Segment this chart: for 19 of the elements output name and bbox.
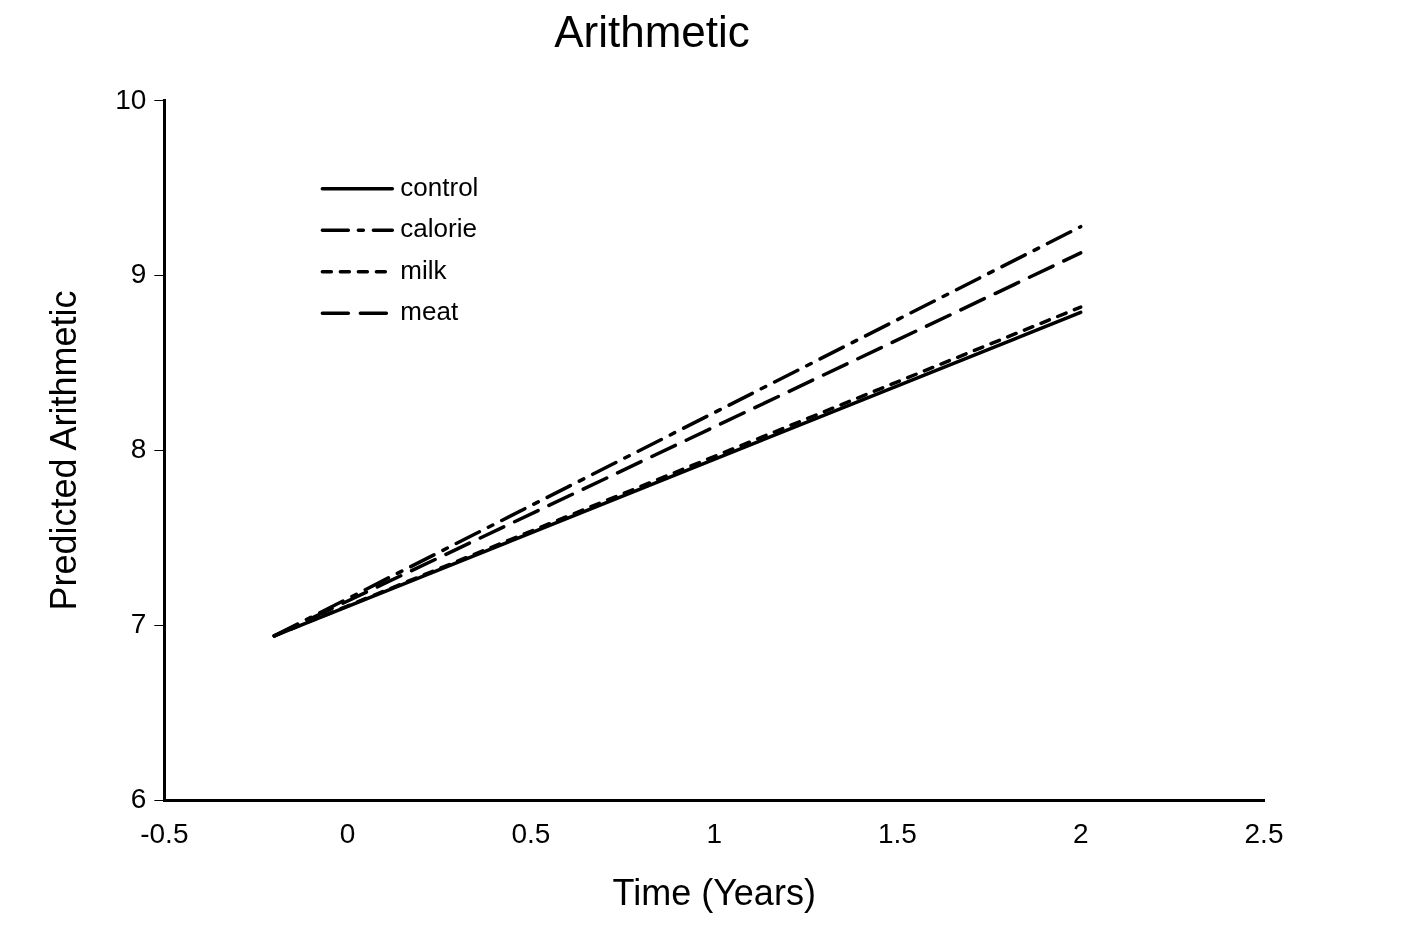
- y-tick-label: 10: [115, 83, 147, 115]
- x-tick-label: 2: [1072, 817, 1089, 849]
- chart-title: Arithmetic: [554, 6, 750, 56]
- x-tick-label: -0.5: [140, 817, 189, 849]
- legend-label: control: [400, 171, 479, 202]
- x-tick-label: 0: [339, 817, 356, 849]
- x-tick-label: 2.5: [1244, 817, 1284, 849]
- x-tick-label: 0.5: [511, 817, 551, 849]
- x-axis-title: Time (Years): [612, 872, 816, 914]
- legend-label: calorie: [400, 213, 477, 244]
- y-tick-label: 9: [130, 258, 147, 290]
- y-tick-label: 7: [130, 608, 147, 640]
- x-tick-label: 1: [706, 817, 722, 849]
- y-tick-label: 8: [130, 433, 147, 465]
- y-tick-label: 6: [130, 782, 147, 814]
- legend-label: meat: [400, 296, 459, 327]
- legend-label: milk: [400, 254, 448, 285]
- x-tick-label: 1.5: [877, 817, 917, 849]
- y-axis-title: Predicted Arithmetic: [42, 290, 84, 611]
